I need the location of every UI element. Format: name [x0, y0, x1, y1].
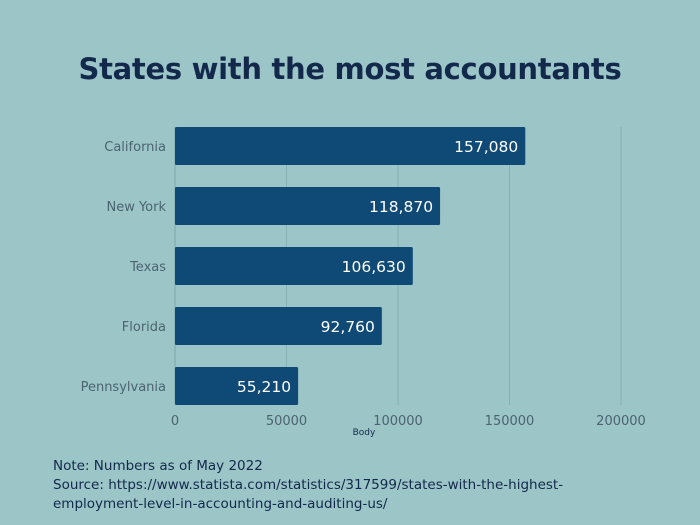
x-tick-label: 150000 [485, 414, 535, 429]
y-category-label: New York [106, 200, 166, 215]
x-tick-label: 200000 [596, 414, 646, 429]
bar-florida [175, 307, 382, 345]
y-category-label: Texas [129, 260, 166, 275]
data-label: 157,080 [454, 138, 518, 156]
source-text-line2: employment-level-in-accounting-and-audit… [53, 496, 388, 512]
y-category-label: California [104, 140, 166, 155]
bar-texas [175, 247, 413, 285]
x-tick-label: 0 [171, 414, 179, 429]
x-tick-label: 50000 [266, 414, 307, 429]
x-tick-label: 100000 [373, 414, 423, 429]
data-label: 106,630 [342, 258, 406, 276]
data-label: 92,760 [321, 318, 375, 336]
data-label: 118,870 [369, 198, 433, 216]
bar-california [175, 127, 526, 165]
y-category-label: Florida [122, 320, 166, 335]
bar-pennsylvania [175, 367, 299, 405]
chart-notes: Note: Numbers as of May 2022 Source: htt… [53, 457, 563, 514]
y-category-label: Pennsylvania [81, 380, 166, 395]
x-axis-label: Body [353, 428, 376, 438]
bar-new-york [175, 187, 441, 225]
chart-title: States with the most accountants [78, 52, 622, 86]
note-text: Note: Numbers as of May 2022 [53, 458, 263, 474]
source-text-line1: Source: https://www.statista.com/statist… [53, 477, 564, 493]
data-label: 55,210 [237, 378, 291, 396]
